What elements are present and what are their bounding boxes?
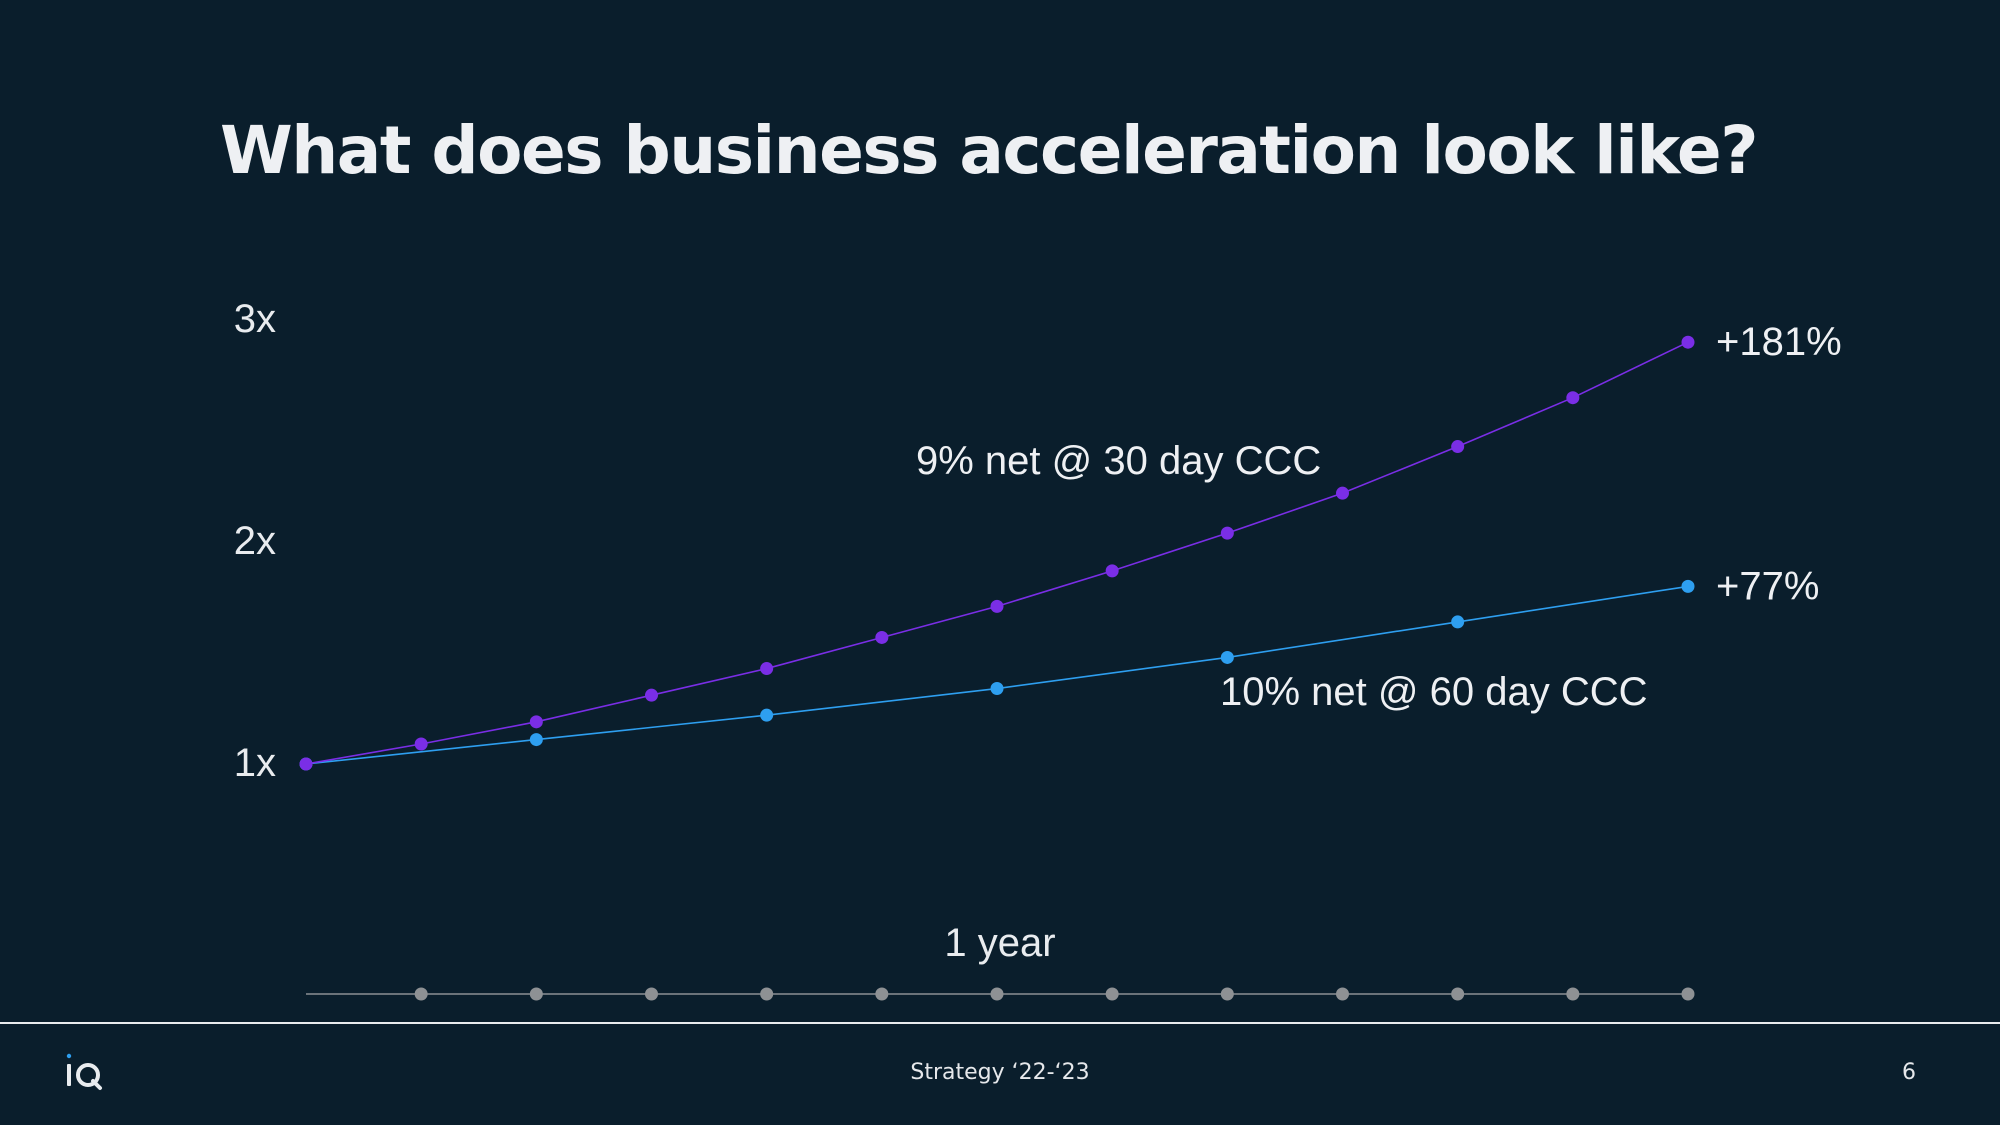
series-purple-point-7 [1105,564,1119,578]
series-blue-point-4 [760,708,774,722]
series-blue-point-10 [1451,615,1465,629]
series-purple-point-3 [645,688,658,702]
series-purple-point-1 [414,737,428,751]
timeline-tick-2 [529,987,543,1001]
page-number: 6 [1902,1060,1916,1085]
series-purple-point-0 [299,757,313,771]
slide-title: What does business acceleration look lik… [220,112,1758,189]
timeline-tick-4 [760,987,774,1001]
series-purple-point-6 [990,599,1004,613]
timeline-tick-6 [990,987,1004,1001]
series-blue-end-label: +77% [1716,564,1819,608]
series-blue-point-6 [990,682,1004,696]
series-purple-point-12 [1681,335,1695,349]
series-blue-point-2 [529,733,543,747]
timeline-tick-12 [1681,987,1695,1001]
y-tick-label-3x: 3x [234,297,276,341]
y-tick-label-1x: 1x [234,741,276,785]
series-purple-point-4 [760,662,774,676]
series-purple-point-8 [1220,526,1234,540]
series-purple-point-10 [1451,440,1465,454]
y-tick-label-2x: 2x [234,519,276,563]
iq-logo-icon [66,1053,102,1090]
timeline-tick-8 [1220,987,1234,1001]
footer-divider [0,1022,2000,1024]
series-blue-point-8 [1220,650,1234,664]
x-axis-label: 1 year [944,921,1055,965]
timeline-tick-1 [414,987,428,1001]
timeline-tick-11 [1566,987,1580,1001]
timeline-tick-7 [1105,987,1119,1001]
timeline-tick-9 [1336,987,1349,1001]
series-purple-point-11 [1566,391,1580,405]
timeline-tick-5 [875,987,889,1001]
series-purple-point-2 [529,715,543,729]
series-purple-name-label: 9% net @ 30 day CCC [916,439,1321,483]
series-purple-end-label: +181% [1716,320,1842,364]
series-purple-point-9 [1336,486,1349,500]
series-purple-point-5 [875,630,889,644]
footer-title: Strategy ‘22-‘23 [910,1060,1090,1085]
series-blue-point-12 [1681,579,1695,593]
timeline-tick-10 [1451,987,1465,1001]
timeline-tick-3 [645,987,658,1001]
series-blue-name-label: 10% net @ 60 day CCC [1220,670,1647,714]
